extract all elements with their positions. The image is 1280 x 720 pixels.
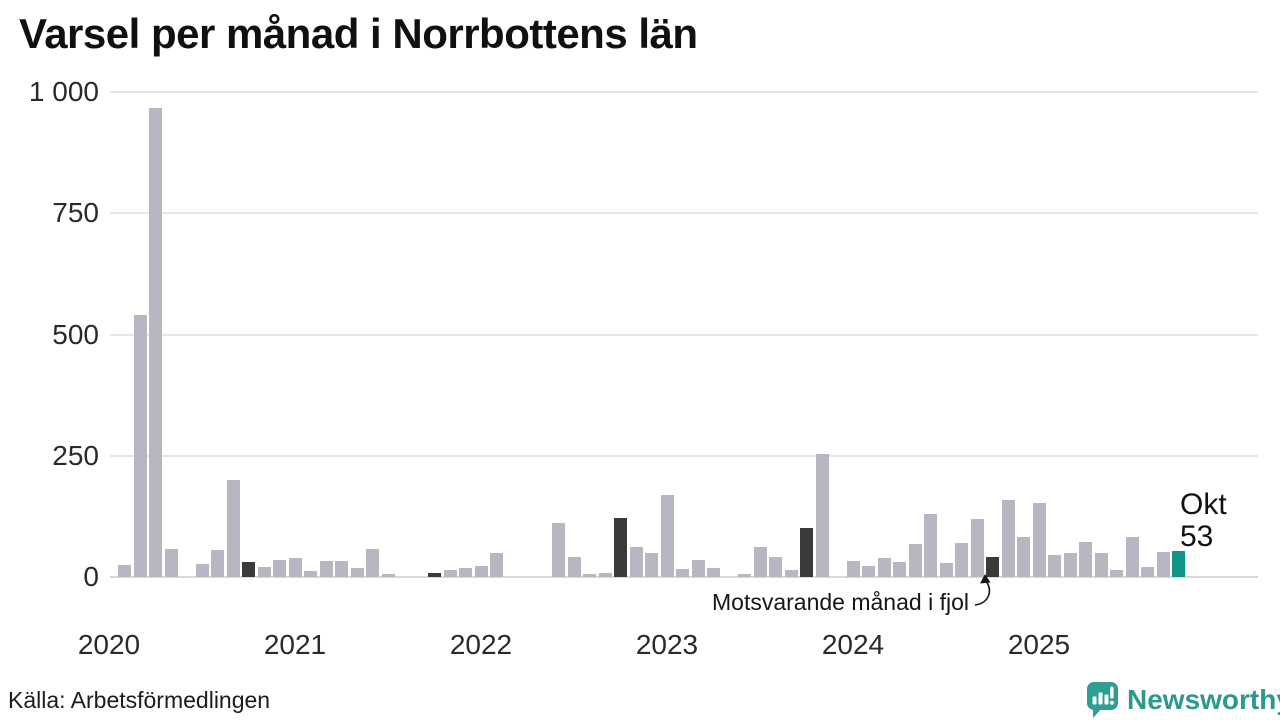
bar-2024-03: [878, 558, 891, 577]
y-tick-label: 750: [52, 197, 99, 228]
bar-2021-04: [335, 561, 348, 577]
bar-2021-11: [444, 570, 457, 577]
bar-2022-11: [630, 547, 643, 577]
bar-2024-04: [893, 562, 906, 577]
bar-2023-06: [738, 574, 751, 577]
bar-2024-12: [1017, 537, 1030, 577]
annotation-label: Motsvarande månad i fjol: [712, 589, 969, 615]
newsworthy-logo-icon: [1087, 682, 1118, 718]
bar-2025-08: [1141, 567, 1154, 577]
bar-2025-01: [1033, 503, 1046, 577]
bar-2020-03: [134, 315, 147, 577]
bar-2023-08: [769, 557, 782, 577]
bar-2020-07: [196, 564, 209, 577]
bar-2025-03: [1064, 553, 1077, 577]
x-year-label-2020: 2020: [77, 629, 141, 660]
x-year-label-2022: 2022: [449, 629, 513, 660]
y-tick-label: 500: [52, 319, 99, 350]
bar-2022-12: [645, 553, 658, 577]
bar-2024-06: [924, 514, 937, 577]
bar-2025-06: [1110, 570, 1123, 577]
bar-2023-11: [816, 454, 829, 577]
bar-2020-12: [273, 560, 286, 577]
bar-2025-09: [1157, 552, 1170, 577]
bar-2023-10: [800, 528, 813, 577]
bar-2022-02: [490, 553, 503, 577]
bar-2023-07: [754, 547, 767, 577]
x-axis-line: [110, 576, 1258, 578]
bar-2024-05: [909, 544, 922, 577]
x-year-label-2024: 2024: [821, 629, 885, 660]
bar-2022-01: [475, 566, 488, 577]
bar-2021-03: [320, 561, 333, 577]
bar-2025-07: [1126, 537, 1139, 577]
bar-2024-07: [940, 563, 953, 577]
bar-2023-02: [676, 569, 689, 577]
bar-2024-02: [862, 566, 875, 577]
bar-2021-05: [351, 568, 364, 577]
bar-2023-04: [707, 568, 720, 577]
y-tick-label: 1 000: [28, 76, 99, 107]
bar-2022-08: [583, 574, 596, 577]
x-year-label-2025: 2025: [1007, 629, 1071, 660]
newsworthy-logo: Newsworthy: [1086, 681, 1280, 719]
newsworthy-logo-text: Newsworthy: [1127, 684, 1280, 715]
x-year-label-2023: 2023: [635, 629, 699, 660]
bar-2023-03: [692, 560, 705, 577]
bar-2021-06: [366, 549, 379, 577]
bar-2020-10: [242, 562, 255, 577]
bar-2025-04: [1079, 542, 1092, 577]
x-year-label-2021: 2021: [263, 629, 327, 660]
highlighted-month-name: Okt: [1180, 488, 1227, 521]
bar-2020-02: [118, 565, 131, 577]
bar-2022-10: [614, 518, 627, 577]
highlighted-month-value: 53: [1180, 520, 1214, 553]
bar-2020-05: [165, 549, 178, 577]
bar-2020-08: [211, 550, 224, 577]
bar-2020-11: [258, 567, 271, 577]
gridline: [110, 212, 1258, 214]
bar-2022-09: [599, 573, 612, 577]
chart-title: Varsel per månad i Norrbottens län: [19, 10, 698, 57]
gridline: [110, 455, 1258, 457]
annotation-arrow-icon: [974, 574, 991, 606]
bar-2023-01: [661, 495, 674, 577]
bar-2021-01: [289, 558, 302, 577]
bar-2023-09: [785, 570, 798, 577]
gridline: [110, 91, 1258, 93]
bar-2021-07: [382, 574, 395, 577]
bar-2024-01: [847, 561, 860, 577]
bar-2024-08: [955, 543, 968, 577]
bar-2024-11: [1002, 500, 1015, 577]
highlighted-bar-label: Okt 53: [1180, 489, 1227, 553]
bar-2025-05: [1095, 553, 1108, 577]
bar-2024-10: [986, 557, 999, 577]
bar-2021-12: [459, 568, 472, 577]
bar-2020-09: [227, 480, 240, 577]
bar-2020-04: [149, 108, 162, 577]
bar-2024-09: [971, 519, 984, 577]
y-tick-label: 0: [83, 561, 99, 592]
y-tick-label: 250: [52, 440, 99, 471]
bar-2022-07: [568, 557, 581, 577]
bar-2025-10: [1172, 551, 1185, 577]
bar-2025-02: [1048, 555, 1061, 577]
source-label: Källa: Arbetsförmedlingen: [8, 687, 271, 713]
bar-2021-10: [428, 573, 441, 577]
gridline: [110, 334, 1258, 336]
bar-2021-02: [304, 571, 317, 577]
bar-2022-06: [552, 523, 565, 577]
